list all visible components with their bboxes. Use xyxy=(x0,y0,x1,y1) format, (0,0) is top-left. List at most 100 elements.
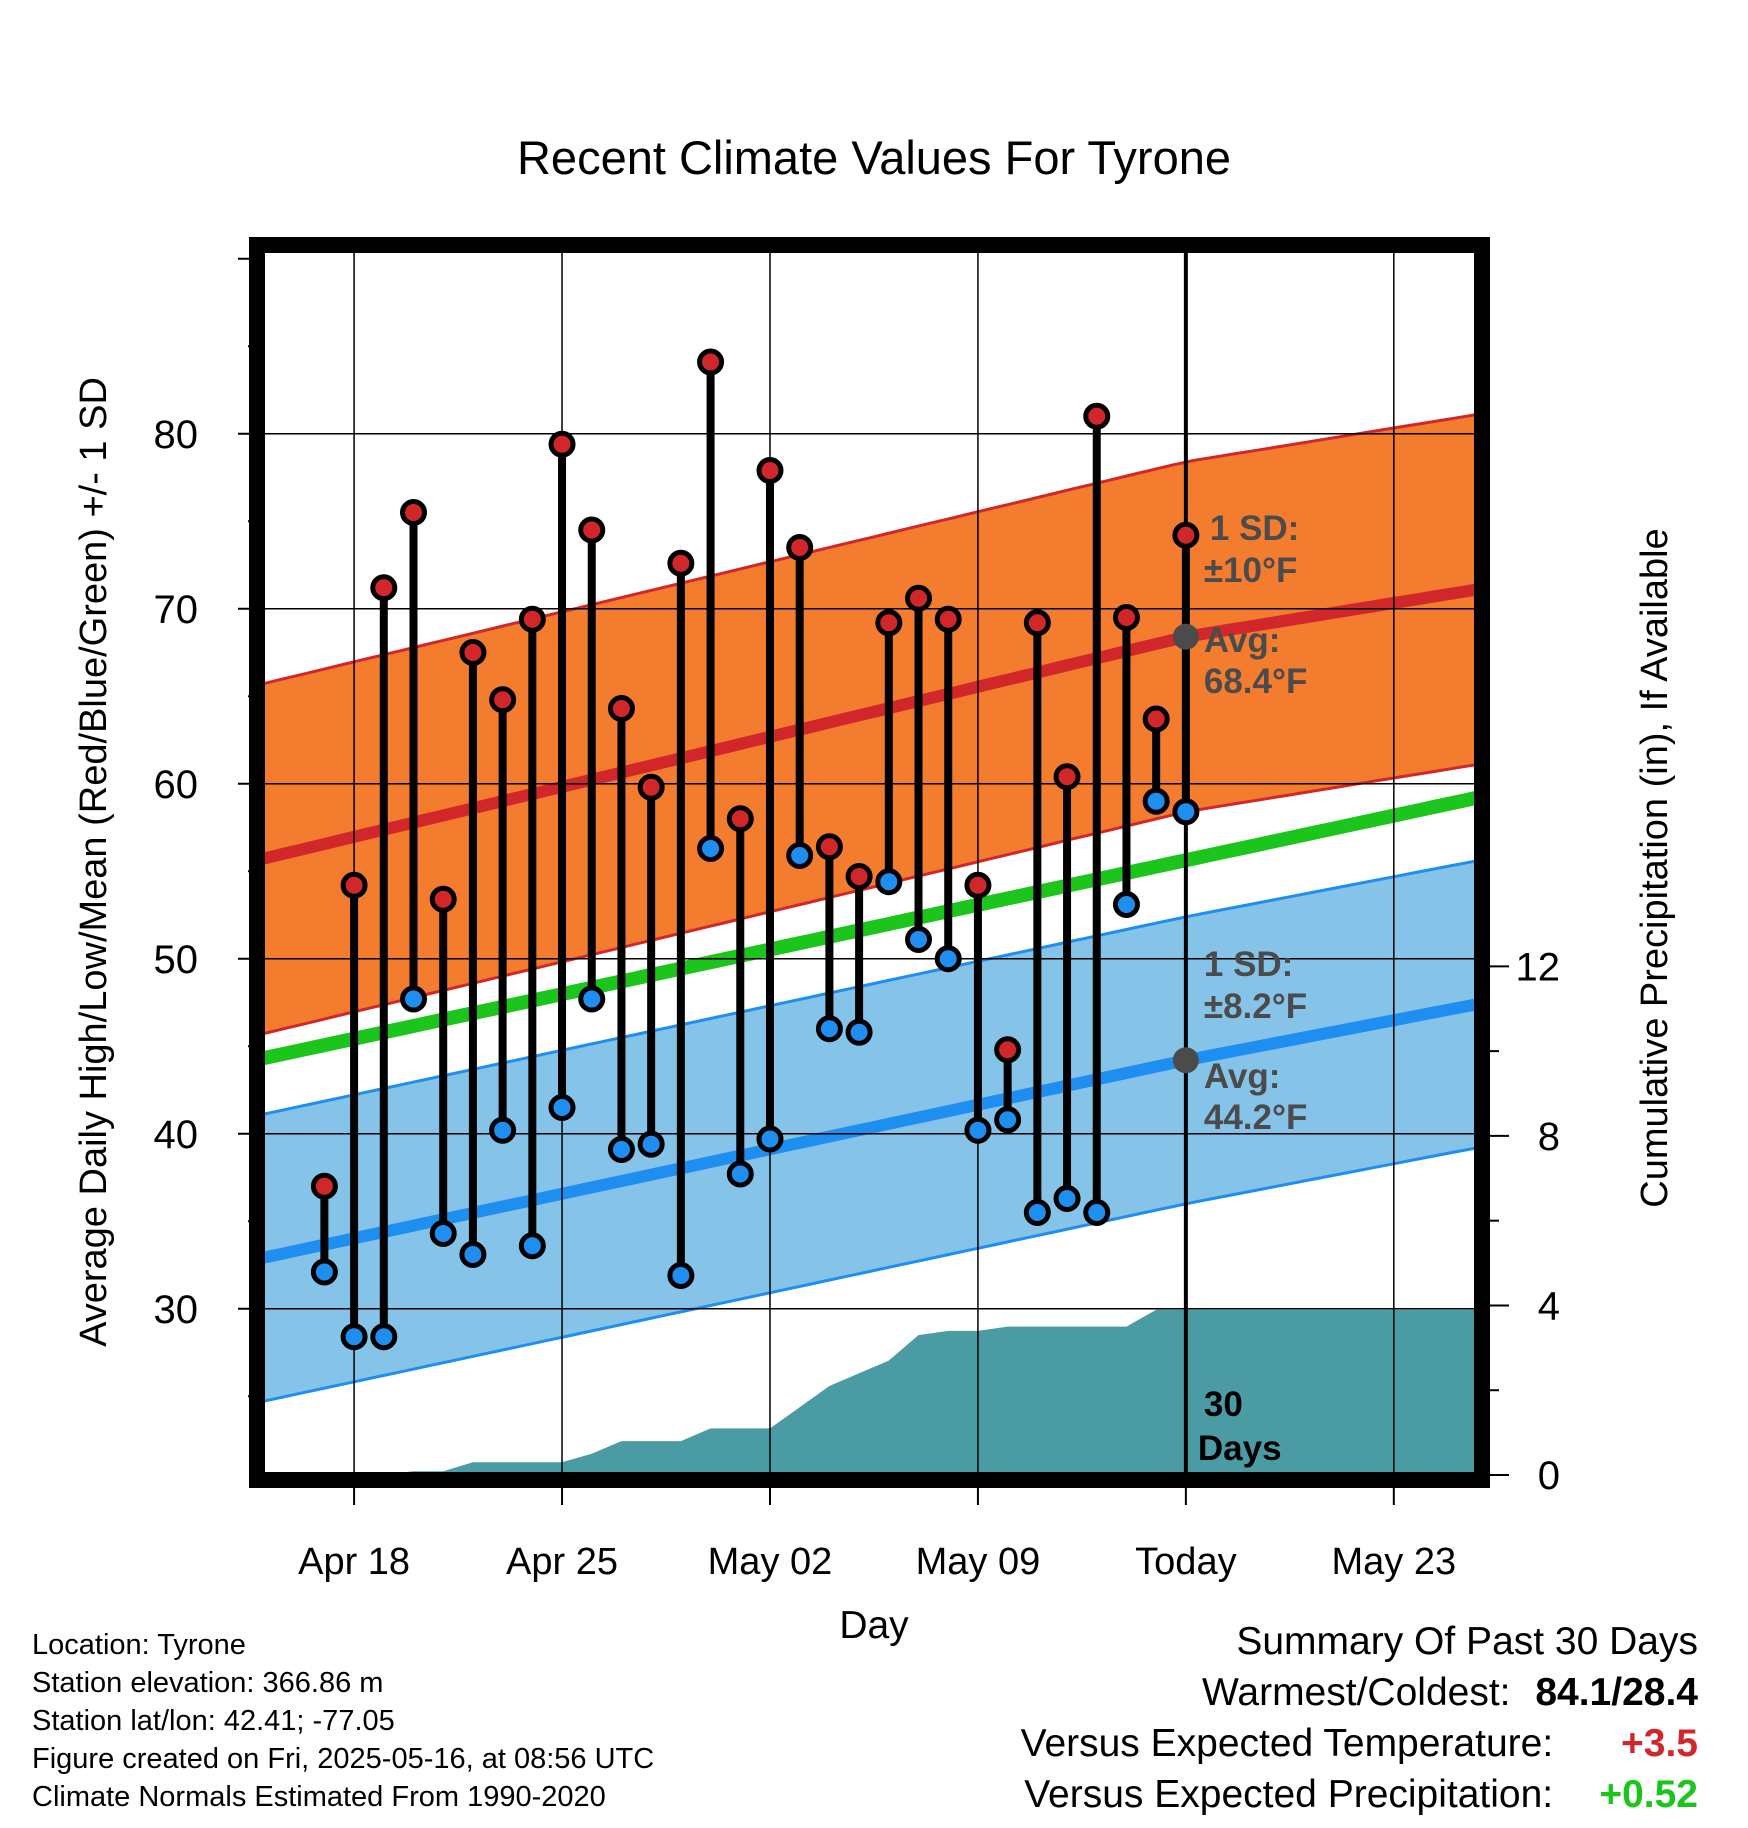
daily-high-point xyxy=(726,805,754,833)
temp-anomaly-row: Versus Expected Temperature: +3.5 xyxy=(1021,1718,1698,1769)
daily-low-point xyxy=(875,868,903,896)
y-axis-label-right: Cumulative Precipitation (in), If Availa… xyxy=(1634,528,1676,1207)
y-left-tick-label: 40 xyxy=(154,1113,199,1157)
daily-range-28 xyxy=(1112,604,1140,918)
daily-low-point xyxy=(1023,1199,1051,1226)
daily-high-point xyxy=(1172,521,1200,549)
daily-low-point xyxy=(815,1015,843,1043)
daily-range-18 xyxy=(815,833,843,1043)
today-high-normal-marker xyxy=(1172,623,1199,650)
summary-title: Summary Of Past 30 Days xyxy=(1236,1620,1698,1663)
daily-high-point xyxy=(756,457,784,484)
daily-high-point xyxy=(1083,402,1111,430)
daily-low-point xyxy=(607,1136,635,1163)
normals-text: Climate Normals Estimated From 1990-2020 xyxy=(32,1781,606,1813)
daily-low-point xyxy=(1053,1185,1081,1212)
daily-range-22 xyxy=(934,605,962,973)
daily-range-2 xyxy=(340,871,368,1351)
x-axis-label: Day xyxy=(839,1604,909,1647)
daily-high-point xyxy=(370,574,398,602)
daily-high-point xyxy=(845,863,873,890)
x-tick-label: Today xyxy=(1135,1541,1236,1583)
daily-high-point xyxy=(875,609,903,637)
warmest-coldest-label: Warmest/Coldest: xyxy=(1202,1671,1511,1714)
summary-panel: Summary Of Past 30 Days Warmest/Coldest:… xyxy=(1021,1616,1698,1820)
daily-high-point xyxy=(578,516,606,544)
daily-high-point xyxy=(905,584,933,612)
daily-range-26 xyxy=(1053,763,1081,1212)
daily-low-point xyxy=(489,1116,517,1144)
daily-range-23 xyxy=(964,871,992,1144)
x-tick-label: May 02 xyxy=(708,1541,833,1583)
daily-high-point xyxy=(934,605,962,633)
daily-high-point xyxy=(994,1036,1022,1064)
daily-high-point xyxy=(1112,604,1140,631)
daily-high-point xyxy=(1053,763,1081,791)
low-sd-lower-edge xyxy=(262,1146,1477,1403)
daily-high-point xyxy=(400,499,428,526)
daily-high-point xyxy=(518,605,546,633)
location-text: Location: Tyrone xyxy=(32,1629,246,1661)
daily-low-point xyxy=(310,1258,338,1286)
cumulative-precip-area xyxy=(383,1309,1477,1475)
daily-high-point xyxy=(310,1172,338,1200)
precip-anomaly-row: Versus Expected Precipitation: +0.52 xyxy=(1021,1769,1698,1820)
y-right-tick-label: 0 xyxy=(1538,1454,1560,1498)
daily-low-point xyxy=(697,835,725,862)
daily-low-point xyxy=(934,945,962,973)
daily-range-5 xyxy=(429,885,457,1247)
precip-anomaly-label: Versus Expected Precipitation: xyxy=(1024,1773,1554,1816)
low-sd-upper-edge xyxy=(262,859,1477,1116)
daily-high-point xyxy=(815,833,843,861)
y-left-tick-label: 30 xyxy=(154,1288,199,1332)
y-right-tick-label: 12 xyxy=(1516,945,1561,989)
daily-high-point xyxy=(667,549,695,577)
low-avg-label: Avg: xyxy=(1204,1057,1280,1096)
y-left-tick-label: 80 xyxy=(154,413,199,457)
daily-low-point xyxy=(400,985,428,1013)
daily-low-point xyxy=(964,1116,992,1144)
daily-low-point xyxy=(518,1232,546,1260)
daily-range-21 xyxy=(905,584,933,953)
daily-low-point xyxy=(786,842,814,869)
daily-low-point xyxy=(548,1094,576,1121)
elevation-text: Station elevation: 366.86 m xyxy=(32,1667,384,1699)
daily-range-24 xyxy=(994,1036,1022,1134)
daily-range-8 xyxy=(518,605,546,1260)
low-sd-label: 1 SD: xyxy=(1204,945,1293,984)
daily-low-point xyxy=(637,1130,665,1158)
daily-range-3 xyxy=(370,574,398,1351)
y-left-tick-label: 70 xyxy=(154,588,199,632)
high-sd-upper-edge xyxy=(262,413,1477,686)
daily-high-point xyxy=(786,534,814,561)
plot-frame xyxy=(249,237,1490,1488)
y-left-tick-label: 60 xyxy=(154,763,199,807)
daily-low-point xyxy=(756,1125,784,1153)
precip-anomaly-value: +0.52 xyxy=(1599,1773,1698,1816)
daily-low-point xyxy=(340,1323,368,1351)
normal-mean-line xyxy=(262,790,1477,1066)
daily-low-point xyxy=(1083,1199,1111,1226)
daily-high-point xyxy=(429,885,457,913)
daily-range-7 xyxy=(489,686,517,1144)
daily-low-point xyxy=(459,1241,487,1268)
daily-high-point xyxy=(459,639,487,666)
daily-high-point xyxy=(637,773,665,801)
daily-low-point xyxy=(726,1160,754,1188)
today-low-normal-marker xyxy=(1172,1047,1199,1074)
daily-low-point xyxy=(667,1262,695,1289)
y-axis-label-left: Average Daily High/Low/Mean (Red/Blue/Gr… xyxy=(73,377,115,1347)
daily-low-point xyxy=(845,1018,873,1046)
daily-high-point xyxy=(548,430,576,458)
daily-high-point xyxy=(607,695,635,722)
daily-range-13 xyxy=(667,549,695,1289)
daily-range-9 xyxy=(548,430,576,1121)
y-right-tick-label: 4 xyxy=(1538,1284,1560,1328)
daily-low-point xyxy=(905,926,933,953)
daily-low-point xyxy=(1142,787,1170,815)
daily-range-27 xyxy=(1083,402,1111,1226)
x-tick-label: Apr 25 xyxy=(506,1541,618,1583)
today-days-label-2: Days xyxy=(1198,1429,1282,1468)
high-sd-lower-edge xyxy=(262,763,1477,1036)
